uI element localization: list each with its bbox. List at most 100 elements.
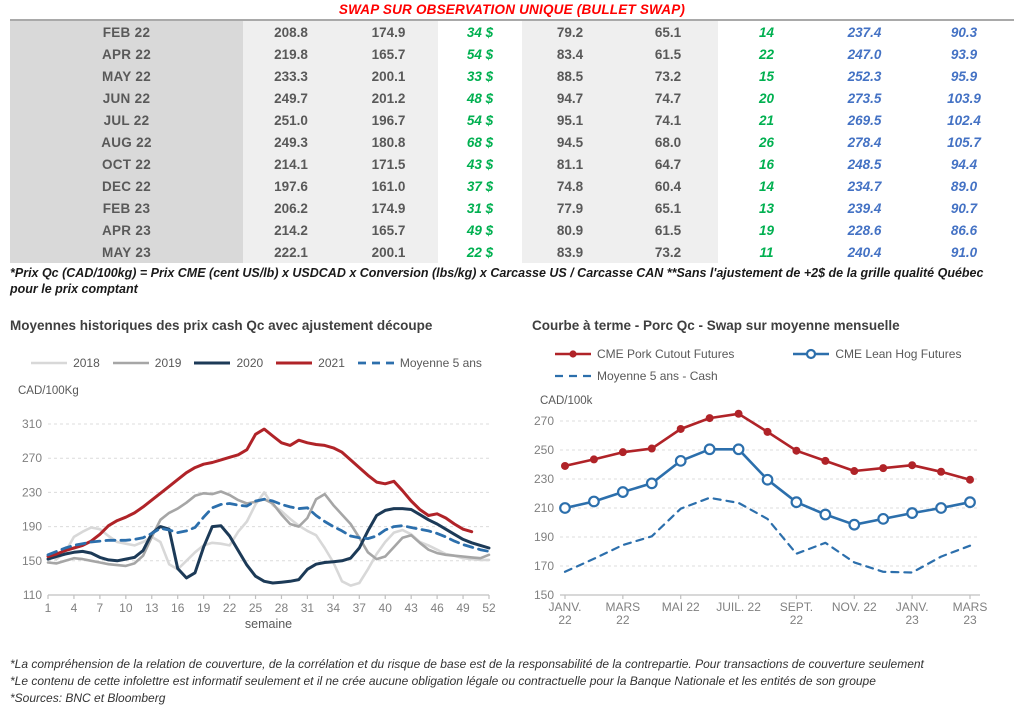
table-cell: 206.2	[243, 197, 339, 219]
title-divider	[10, 19, 1014, 21]
table-cell: 48 $	[466, 90, 494, 106]
series-line-moyenne-5-ans-cash	[563, 496, 972, 574]
y-tick-label: 230	[22, 485, 42, 499]
month-cell: OCT 22	[10, 153, 243, 175]
month-cell: APR 22	[10, 43, 243, 65]
data-point	[964, 496, 976, 509]
table-cell: 86.6	[950, 222, 978, 238]
series-line-2020	[46, 507, 491, 585]
table-cell: 269.5	[847, 112, 882, 128]
y-tick-label: 310	[22, 417, 42, 431]
table-row: JUN 22 249.7 201.2 48 $ 94.7 74.7 20 273.5 103.9	[10, 87, 1014, 109]
table-cell: 54 $	[466, 46, 494, 62]
table-cell: 37 $	[466, 178, 494, 194]
month-cell: APR 23	[10, 219, 243, 241]
series-line-moyenne-5-ans	[46, 497, 491, 557]
x-tick-label: 25	[249, 601, 263, 615]
data-point	[879, 464, 888, 473]
data-point	[589, 455, 598, 464]
x-axis-label: semaine	[245, 617, 292, 631]
y-tick-label: 190	[22, 520, 42, 534]
table-cell: 222.1	[243, 241, 339, 263]
table-cell: 247.0	[847, 46, 882, 62]
legend-label: CME Lean Hog Futures	[835, 347, 962, 361]
data-point	[676, 424, 685, 433]
table-cell: 93.9	[950, 46, 978, 62]
legend-item: 2019	[112, 356, 182, 370]
x-tick-label: 31	[301, 601, 315, 615]
left-chart-unit-label: CAD/100Kg	[18, 385, 79, 397]
x-tick-label: JUIL. 22	[716, 600, 761, 614]
table-cell: 14	[758, 178, 775, 194]
table-cell: 201.2	[339, 87, 438, 109]
table-cell: 61.5	[618, 219, 718, 241]
disclaimer: *La compréhension de la relation de couv…	[10, 656, 1014, 707]
table-row: APR 23 214.2 165.7 49 $ 80.9 61.5 19 228.6 86.6	[10, 219, 1014, 241]
table-cell: 65.1	[618, 21, 718, 43]
table-cell: 11	[759, 244, 774, 260]
x-tick-label: 19	[197, 601, 211, 615]
table-cell: 77.9	[522, 197, 618, 219]
table-cell: 171.5	[339, 153, 438, 175]
table-cell: 102.4	[947, 112, 981, 128]
legend-label: 2018	[73, 356, 100, 370]
table-cell: 81.1	[522, 153, 618, 175]
legend-item: Moyenne 5 ans - Cash	[554, 369, 718, 383]
table-cell: 68 $	[466, 134, 494, 150]
x-tick-label: MARS	[606, 600, 641, 614]
historical-prices-chart: 110 150 190 230 270 310 1 4 7 10 13 16 19 22 25 28 31 34 3…	[22, 417, 496, 631]
x-tick-label: NOV. 22	[832, 600, 877, 614]
x-tick-label: 22	[223, 601, 237, 615]
legend-swatch-moyenne-5-ans-cash	[555, 374, 591, 378]
table-cell: 233.3	[243, 65, 339, 87]
table-cell: 273.5	[847, 90, 882, 106]
legend-label: 2020	[236, 356, 264, 370]
x-tick-label: 22	[790, 613, 804, 627]
table-cell: 74.7	[618, 87, 718, 109]
x-tick-label: 22	[616, 613, 630, 627]
right-chart-title: Courbe à terme - Porc Qc - Swap sur moye…	[532, 318, 900, 333]
table-cell: 90.7	[950, 200, 978, 216]
table-cell: 214.1	[243, 153, 339, 175]
table-cell: 91.0	[950, 244, 978, 260]
data-point	[937, 467, 946, 476]
table-cell: 20	[758, 90, 775, 106]
series-line-2019	[46, 490, 491, 568]
table-cell: 31 $	[466, 200, 494, 216]
month-cell: MAY 23	[10, 241, 243, 263]
table-cell: 33 $	[466, 68, 494, 84]
month-cell: JUL 22	[10, 109, 243, 131]
x-tick-label: 23	[963, 613, 977, 627]
x-tick-label: 40	[379, 601, 393, 615]
legend-label: 2019	[154, 356, 182, 370]
table-cell: 68.0	[618, 131, 718, 153]
table-cell: 60.4	[618, 175, 718, 197]
table-cell: 200.1	[339, 241, 438, 263]
legend-label: Moyenne 5 ans - Cash	[597, 369, 718, 383]
legend-label: 2021	[318, 356, 345, 370]
left-chart-legend: 2018 2019 2020 2021 Moyenne 5 ans	[10, 356, 502, 370]
y-tick-label: 230	[534, 472, 554, 486]
y-tick-label: 150	[534, 588, 554, 602]
right-chart-unit-label: CAD/100k	[540, 395, 593, 407]
x-tick-label: 7	[97, 601, 104, 615]
table-cell: 94.4	[950, 156, 978, 172]
x-tick-label: JANV.	[549, 600, 582, 614]
data-point	[790, 496, 803, 509]
y-tick-label: 170	[534, 559, 554, 573]
table-cell: 73.2	[618, 65, 718, 87]
table-cell: 90.3	[950, 24, 978, 40]
y-tick-label: 270	[534, 414, 554, 428]
series-line-2021	[46, 427, 474, 558]
legend-swatch-2021	[276, 361, 313, 365]
x-tick-label: JANV.	[896, 600, 929, 614]
data-point	[763, 427, 772, 436]
data-point	[906, 507, 919, 519]
legend-swatch-cme-pork-cutout-futures	[555, 350, 591, 358]
table-row: JUL 22 251.0 196.7 54 $ 95.1 74.1 21 269.5 102.4	[10, 109, 1014, 131]
table-cell: 64.7	[618, 153, 718, 175]
table-cell: 13	[758, 200, 775, 216]
table-cell: 22	[758, 46, 775, 62]
table-cell: 80.9	[522, 219, 618, 241]
